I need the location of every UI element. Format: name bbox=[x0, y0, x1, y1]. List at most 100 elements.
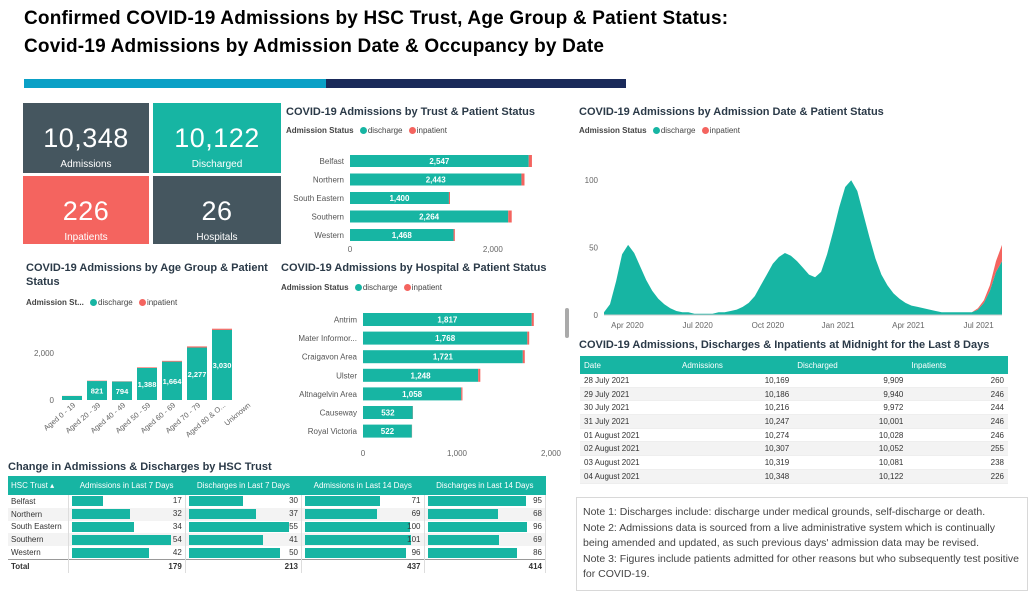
bar-discharge[interactable] bbox=[363, 406, 413, 419]
table-row: 04 August 2021 10,348 10,122 226 bbox=[580, 469, 1008, 484]
bar-discharge[interactable] bbox=[363, 313, 532, 326]
data-bar bbox=[305, 547, 406, 558]
bar-discharge[interactable] bbox=[137, 367, 157, 400]
age-chart-legend: Admission St... discharge inpatient bbox=[26, 298, 177, 307]
page-title-line1: Confirmed COVID-19 Admissions by HSC Tru… bbox=[24, 8, 729, 29]
bar-inpatient[interactable] bbox=[527, 331, 530, 345]
note-1-label: Note 1: bbox=[583, 506, 617, 518]
accent-bar-navy bbox=[326, 79, 626, 88]
cell-value: 17 bbox=[172, 496, 182, 506]
bar-discharge[interactable] bbox=[162, 361, 182, 400]
bar-inpatient[interactable] bbox=[478, 368, 481, 382]
occupancy-column-header[interactable]: Date bbox=[580, 356, 678, 374]
data-bar bbox=[188, 547, 280, 558]
bar-discharge[interactable] bbox=[363, 424, 412, 438]
bar-value-label: 1,248 bbox=[411, 371, 432, 380]
kpi-admissions[interactable]: 10,348 Admissions bbox=[23, 103, 149, 173]
bar-discharge[interactable] bbox=[363, 387, 462, 401]
data-bar bbox=[188, 534, 264, 545]
bar-inpatient[interactable] bbox=[521, 173, 525, 186]
kpi-hospitals-label: Hospitals bbox=[196, 232, 238, 243]
table-cell: 9,909 bbox=[793, 374, 908, 388]
data-bar-cell: 17 bbox=[68, 495, 186, 508]
kpi-hospitals[interactable]: 26 Hospitals bbox=[153, 176, 281, 244]
bar-inpatient[interactable] bbox=[187, 346, 207, 348]
cell-value: 32 bbox=[172, 509, 182, 519]
bar-discharge[interactable] bbox=[363, 368, 479, 382]
kpi-discharged[interactable]: 10,122 Discharged bbox=[153, 103, 281, 173]
changes-column-header[interactable]: Admissions in Last 14 Days bbox=[301, 476, 425, 495]
occupancy-column-header[interactable]: Admissions bbox=[678, 356, 794, 374]
data-bar-cell: 96 bbox=[424, 520, 547, 534]
table-row: 29 July 2021 10,186 9,940 246 bbox=[580, 387, 1008, 402]
category-label: Mater Informor... bbox=[298, 334, 357, 343]
table-cell: 244 bbox=[907, 400, 1008, 416]
bar-discharge[interactable] bbox=[350, 173, 522, 186]
kpi-inpatients[interactable]: 226 Inpatients bbox=[23, 176, 149, 244]
bar-discharge[interactable] bbox=[87, 381, 107, 400]
data-bar bbox=[71, 534, 171, 545]
changes-column-header[interactable]: Discharges in Last 14 Days bbox=[424, 476, 546, 495]
bar-inpatient[interactable] bbox=[531, 313, 534, 326]
changes-column-header[interactable]: Discharges in Last 7 Days bbox=[185, 476, 302, 495]
note-2-label: Note 2: bbox=[583, 521, 617, 534]
bar-inpatient[interactable] bbox=[461, 387, 463, 401]
discharge-dot-icon bbox=[359, 127, 367, 134]
data-bar-cell: 32 bbox=[68, 507, 186, 521]
cell-value: 42 bbox=[172, 547, 182, 557]
bar-inpatient[interactable] bbox=[508, 210, 512, 223]
table-row: 03 August 2021 10,319 10,081 238 bbox=[580, 455, 1008, 470]
kpi-inpatients-label: Inpatients bbox=[64, 232, 108, 243]
bar-value-label: 1,664 bbox=[163, 377, 183, 386]
bar-inpatient[interactable] bbox=[453, 229, 455, 241]
data-bar-cell: 42 bbox=[68, 546, 186, 560]
bar-discharge[interactable] bbox=[187, 347, 207, 400]
bar-value-label: 2,547 bbox=[429, 157, 450, 166]
legend-inpatient: inpatient bbox=[709, 126, 740, 135]
total-value: 414 bbox=[424, 558, 547, 573]
note-3-label: Note 3: bbox=[583, 552, 617, 565]
bar-inpatient[interactable] bbox=[212, 328, 232, 330]
bar-value-label: 794 bbox=[116, 387, 129, 396]
bar-value-label: 1,817 bbox=[437, 316, 458, 325]
changes-column-header[interactable]: HSC Trust ▴ bbox=[8, 476, 68, 495]
bar-inpatient[interactable] bbox=[522, 350, 525, 364]
changes-column-header[interactable]: Admissions in Last 7 Days bbox=[68, 476, 186, 495]
occupancy-column-header[interactable]: Inpatients bbox=[907, 356, 1008, 374]
bar-discharge[interactable] bbox=[350, 229, 454, 241]
scrollbar-handle[interactable] bbox=[565, 308, 569, 338]
table-cell: 10,247 bbox=[678, 414, 794, 429]
bar-inpatient[interactable] bbox=[448, 192, 450, 204]
occupancy-column-header[interactable]: Discharged bbox=[793, 356, 908, 374]
age-chart-title-line1: COVID-19 Admissions by Age Group & Patie… bbox=[26, 262, 268, 274]
bar-discharge[interactable] bbox=[212, 329, 232, 400]
table-row: South Eastern 34 55 100 96 bbox=[8, 520, 547, 534]
bar-discharge[interactable] bbox=[112, 381, 132, 400]
date-chart-legend: Admission Status discharge inpatient bbox=[579, 126, 740, 135]
area-discharge[interactable] bbox=[604, 180, 1002, 315]
note-3: Note 3: Figures include patients admitte… bbox=[583, 552, 1021, 583]
x-tick-label: 1,000 bbox=[447, 449, 468, 458]
data-bar-cell: 37 bbox=[185, 507, 303, 521]
bar-discharge[interactable] bbox=[363, 331, 528, 345]
x-tick-label: Jul 2021 bbox=[963, 321, 994, 330]
bar-discharge[interactable] bbox=[62, 396, 82, 400]
bar-discharge[interactable] bbox=[350, 155, 529, 167]
data-bar-cell: 100 bbox=[301, 520, 425, 534]
bar-inpatient[interactable] bbox=[162, 360, 182, 362]
bar-inpatient[interactable] bbox=[528, 155, 532, 167]
bar-discharge[interactable] bbox=[363, 350, 523, 364]
bar-discharge[interactable] bbox=[350, 192, 449, 204]
data-bar bbox=[427, 521, 528, 532]
category-label: Causeway bbox=[320, 409, 357, 418]
table-row: Northern 32 37 69 68 bbox=[8, 507, 547, 521]
note-3-text: Figures include patients admitted for ot… bbox=[583, 552, 1020, 581]
data-bar bbox=[427, 509, 499, 520]
cell-value: 100 bbox=[407, 521, 421, 531]
bar-inpatient[interactable] bbox=[137, 367, 157, 368]
bar-discharge[interactable] bbox=[350, 210, 509, 223]
kpi-discharged-label: Discharged bbox=[191, 159, 243, 170]
legend-discharge: discharge bbox=[660, 126, 696, 135]
table-cell: 9,972 bbox=[793, 400, 908, 416]
y-tick-label: 2,000 bbox=[34, 349, 55, 358]
